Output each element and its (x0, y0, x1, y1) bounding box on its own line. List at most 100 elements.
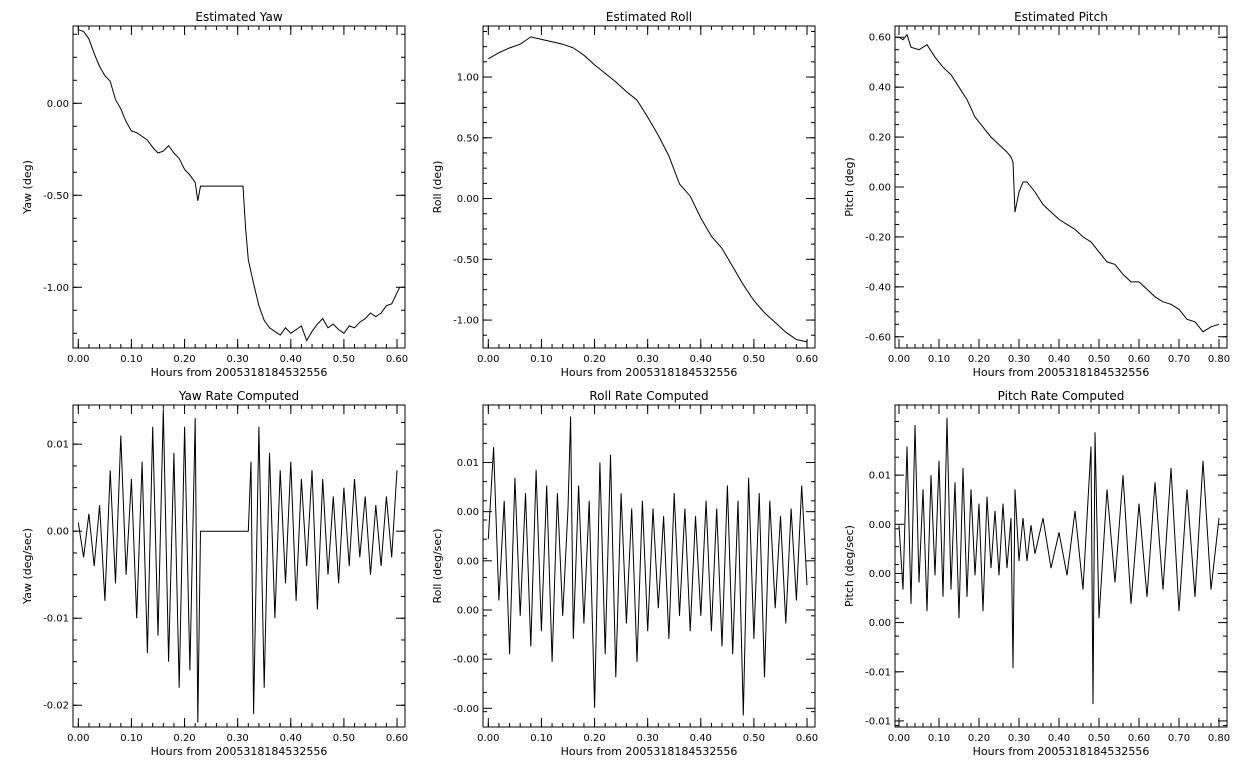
y-tick-label: 0.40 (869, 83, 891, 94)
chart-panel-2: 0.00 0.10 0.20 0.30 0.40 0.50 0.60 1.00 0.50 0.00… (431, 10, 818, 379)
chart-panel-1: 0.00 0.10 0.20 0.30 0.40 0.50 0.60 0.00 -0.50 -1.… (21, 10, 408, 379)
x-tick-label: 0.30 (1008, 733, 1030, 744)
y-tick-label: 0.50 (457, 133, 479, 144)
chart-title: Estimated Yaw (195, 10, 282, 24)
y-tick-label: 0.00 (869, 618, 891, 629)
plot-frame (482, 25, 816, 349)
y-tick-label: -0.00 (453, 655, 479, 666)
x-tick-label: 0.40 (280, 354, 302, 365)
x-tick-label: 0.10 (928, 354, 950, 365)
x-tick-label: 0.40 (1048, 733, 1070, 744)
y-axis-label: Roll (deg) (431, 161, 444, 214)
y-tick-label: 0.00 (869, 569, 891, 580)
x-axis-label: Hours from 2005318184532556 (973, 366, 1150, 379)
y-tick-label: 0.00 (47, 527, 69, 538)
x-tick-label: 0.60 (796, 733, 818, 744)
y-tick-label: -0.20 (865, 232, 891, 243)
x-tick-label: 0.40 (690, 354, 712, 365)
y-tick-label: -0.01 (43, 614, 69, 625)
y-tick-label: -0.40 (865, 282, 891, 293)
x-tick-label: 0.10 (530, 733, 552, 744)
series-line-1 (898, 33, 1220, 333)
plot-frame (894, 25, 1228, 349)
y-tick-label: 0.00 (457, 507, 479, 518)
x-tick-label: 0.10 (120, 354, 142, 365)
x-tick-label: 0.30 (637, 733, 659, 744)
x-tick-label: 0.00 (888, 354, 910, 365)
y-tick-label: 0.00 (869, 520, 891, 531)
x-tick-label: 0.00 (477, 354, 499, 365)
y-tick-label: 0.00 (457, 605, 479, 616)
x-axis-label: Hours from 2005318184532556 (973, 745, 1150, 758)
x-tick-label: 0.60 (386, 354, 408, 365)
y-tick-label: -1.00 (43, 283, 69, 294)
plot-frame (72, 25, 406, 349)
y-axis-label: Yaw (deg) (21, 160, 34, 215)
x-tick-label: 0.20 (173, 733, 195, 744)
series-line-1 (78, 29, 401, 342)
x-tick-label: 0.30 (227, 354, 249, 365)
x-tick-label: 0.00 (888, 733, 910, 744)
x-axis-label: Hours from 2005318184532556 (561, 745, 738, 758)
plot-frame (72, 404, 406, 728)
x-tick-label: 0.10 (120, 733, 142, 744)
y-axis-label: Yaw (deg/sec) (21, 528, 34, 605)
chart-title: Estimated Roll (606, 10, 692, 24)
x-tick-label: 0.70 (1168, 354, 1190, 365)
y-tick-label: -0.02 (43, 701, 69, 712)
x-tick-label: 0.40 (690, 733, 712, 744)
plot-frame (482, 404, 816, 728)
y-tick-label: 0.01 (457, 458, 479, 469)
y-tick-label: 0.00 (47, 99, 69, 110)
chart-panel-6: 0.00 0.10 0.20 0.30 0.40 0.50 0.60 0.70 0.80 0.01… (843, 389, 1230, 758)
x-tick-label: 0.00 (477, 733, 499, 744)
chart-panel-5: 0.00 0.10 0.20 0.30 0.40 0.50 0.60 0.01 0.00 0.00… (431, 389, 818, 758)
x-tick-label: 0.60 (796, 354, 818, 365)
x-tick-label: 0.50 (1088, 354, 1110, 365)
x-tick-label: 0.80 (1208, 733, 1230, 744)
x-tick-label: 0.30 (637, 354, 659, 365)
series-line-1 (898, 417, 1220, 705)
x-tick-label: 0.50 (333, 733, 355, 744)
x-tick-label: 0.00 (67, 354, 89, 365)
chart-title: Pitch Rate Computed (998, 389, 1125, 403)
y-tick-label: -0.50 (453, 255, 479, 266)
x-tick-label: 0.80 (1208, 354, 1230, 365)
x-tick-label: 0.50 (1088, 733, 1110, 744)
chart-title: Yaw Rate Computed (178, 389, 299, 403)
x-tick-label: 0.20 (583, 354, 605, 365)
x-tick-label: 0.50 (333, 354, 355, 365)
x-tick-label: 0.20 (583, 733, 605, 744)
x-tick-label: 0.50 (743, 354, 765, 365)
x-tick-label: 0.30 (227, 733, 249, 744)
plot-frame (894, 404, 1228, 728)
y-axis-label: Pitch (deg) (843, 157, 856, 217)
y-tick-label: -0.00 (453, 704, 479, 715)
x-tick-label: 0.60 (1128, 354, 1150, 365)
x-tick-label: 0.20 (173, 354, 195, 365)
x-tick-label: 0.40 (1048, 354, 1070, 365)
x-tick-label: 0.10 (530, 354, 552, 365)
y-tick-label: 0.20 (869, 133, 891, 144)
series-line-1 (487, 416, 808, 716)
x-axis-label: Hours from 2005318184532556 (151, 366, 328, 379)
x-axis-label: Hours from 2005318184532556 (151, 745, 328, 758)
y-tick-label: 0.00 (869, 183, 891, 194)
y-tick-label: -0.60 (865, 332, 891, 343)
x-axis-label: Hours from 2005318184532556 (561, 366, 738, 379)
x-tick-label: 0.50 (743, 733, 765, 744)
x-tick-label: 0.60 (1128, 733, 1150, 744)
chart-panel-3: 0.00 0.10 0.20 0.30 0.40 0.50 0.60 0.70 0.80 0.60… (843, 10, 1230, 379)
y-tick-label: 0.00 (457, 556, 479, 567)
chart-panel-4: 0.00 0.10 0.20 0.30 0.40 0.50 0.60 0.01 0.00 -0.0… (21, 389, 408, 758)
x-tick-label: 0.20 (968, 733, 990, 744)
y-tick-label: 0.01 (869, 471, 891, 482)
y-tick-label: -0.50 (43, 191, 69, 202)
x-tick-label: 0.30 (1008, 354, 1030, 365)
y-tick-label: -0.01 (865, 716, 891, 727)
y-tick-label: -0.01 (865, 667, 891, 678)
y-tick-label: 0.01 (47, 440, 69, 451)
x-tick-label: 0.40 (280, 733, 302, 744)
x-tick-label: 0.20 (968, 354, 990, 365)
